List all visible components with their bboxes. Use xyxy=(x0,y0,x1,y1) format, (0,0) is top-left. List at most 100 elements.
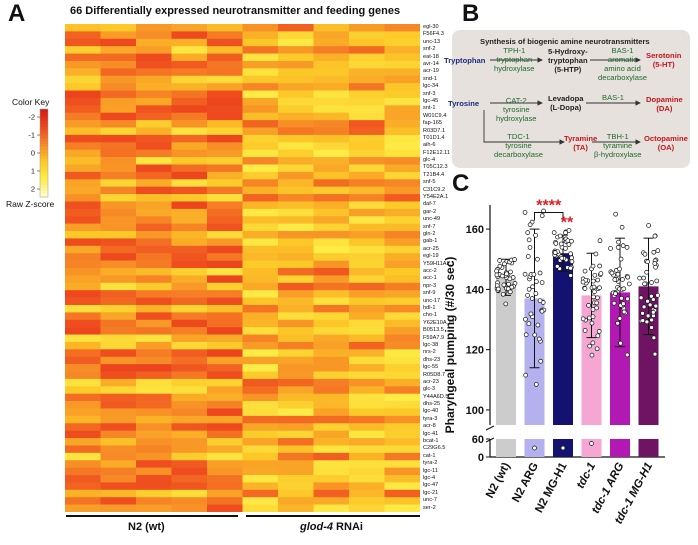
heatmap-cell xyxy=(136,341,172,350)
heatmap-cell xyxy=(313,216,350,224)
heatmap-cell xyxy=(349,482,385,491)
heatmap-cell xyxy=(207,268,243,276)
heatmap-cell xyxy=(349,120,385,128)
heatmap-cell xyxy=(349,445,385,454)
heatmap-cell xyxy=(65,97,101,106)
data-point xyxy=(565,238,571,244)
data-point xyxy=(569,259,575,265)
data-point xyxy=(647,302,653,308)
heatmap-cell xyxy=(242,475,279,483)
heatmap-cell xyxy=(349,216,385,224)
heatmap-cell xyxy=(207,105,243,114)
heatmap-cell xyxy=(242,245,279,254)
heatmap-cell xyxy=(384,53,420,62)
heatmap-cell xyxy=(136,489,172,498)
data-point xyxy=(592,289,597,295)
heatmap-cell xyxy=(313,46,350,54)
heatmap-cell xyxy=(65,304,101,313)
group-line-n2 xyxy=(66,515,238,517)
heatmap-cell xyxy=(65,452,101,461)
data-point xyxy=(641,304,647,310)
heatmap-cell xyxy=(65,423,101,431)
data-point xyxy=(620,243,626,248)
heatmap-cell xyxy=(384,415,420,424)
gene-label: snf-9 xyxy=(423,290,436,297)
heatmap-cell xyxy=(136,430,172,439)
gene-label: snf-2 xyxy=(423,46,436,53)
heatmap-cell xyxy=(207,438,243,446)
node-octopamine: Octopamine (OA) xyxy=(644,134,688,152)
data-point xyxy=(527,245,533,250)
data-point xyxy=(645,313,651,319)
heatmap-cell xyxy=(207,216,243,224)
data-point xyxy=(613,211,618,217)
color-key: -2 -1 0 1 2 xyxy=(28,108,49,198)
pathway-arrows xyxy=(483,57,641,145)
data-point xyxy=(645,298,650,304)
heatmap-cell xyxy=(313,460,350,468)
heatmap-cell xyxy=(171,378,208,387)
heatmap-cell xyxy=(136,53,172,62)
data-point xyxy=(554,264,560,269)
heatmap-cell xyxy=(278,489,314,498)
heatmap-cell xyxy=(242,327,279,335)
heatmap-cell xyxy=(278,482,314,491)
data-point xyxy=(582,268,588,274)
heatmap-cell xyxy=(171,134,208,143)
heatmap-cell xyxy=(65,171,101,180)
data-point xyxy=(637,275,642,281)
gene-label: egl-30 xyxy=(423,24,439,30)
heatmap-cell xyxy=(384,238,420,247)
heatmap-cell xyxy=(65,356,101,365)
heatmap-cell xyxy=(65,282,101,291)
data-point xyxy=(532,332,538,338)
heatmap-cell xyxy=(349,275,385,284)
data-point xyxy=(537,298,543,304)
gene-label: snf-7 xyxy=(423,223,436,230)
heatmap-cell xyxy=(207,164,243,173)
heatmap-cell xyxy=(384,60,420,69)
heatmap-cell xyxy=(207,475,243,483)
heatmap-cell xyxy=(242,179,279,187)
data-point xyxy=(652,261,658,266)
gene-label: npr-3 xyxy=(423,282,437,289)
heatmap-cell xyxy=(100,504,137,512)
gene-label: eat-18 xyxy=(423,53,439,60)
data-point xyxy=(566,242,572,247)
pumping-bar-chart: Pharyngeal pumping (#/30 sec) 100 120 140 16… xyxy=(443,198,665,526)
heatmap-cell xyxy=(349,31,385,40)
heatmap-cell xyxy=(313,157,350,165)
heatmap-cell xyxy=(136,120,172,128)
heatmap-cell xyxy=(384,334,420,343)
gene-label: acr-25 xyxy=(423,245,439,252)
data-point xyxy=(512,257,517,262)
heatmap-cell xyxy=(65,415,101,424)
heatmap-cell xyxy=(242,275,279,284)
heatmap-cell xyxy=(349,90,385,99)
heatmap-cell xyxy=(65,127,101,136)
enzyme-cat2: CAT-2 tyrosine hydroxylase xyxy=(496,96,537,123)
heatmap-cell xyxy=(349,134,385,143)
heatmap-cell xyxy=(65,445,101,454)
heatmap-cell xyxy=(384,386,420,394)
heatmap-cell xyxy=(278,371,314,380)
gene-label: hdl-1 xyxy=(423,304,436,311)
heatmap-cell xyxy=(349,334,385,343)
data-point xyxy=(522,210,528,215)
gene-label: F12E12.11 xyxy=(423,149,450,156)
data-point xyxy=(568,251,573,257)
heatmap-cell xyxy=(278,120,314,128)
heatmap-cell xyxy=(278,31,314,40)
heatmap-cell xyxy=(65,275,101,284)
heatmap-cell xyxy=(384,216,420,224)
heatmap-cell xyxy=(384,68,420,77)
data-point xyxy=(509,284,515,290)
heatmap-cell xyxy=(242,75,279,84)
data-point xyxy=(529,296,535,301)
heatmap-cell xyxy=(242,319,279,328)
heatmap-cell xyxy=(171,430,208,439)
data-point xyxy=(539,308,545,314)
heatmap-cell xyxy=(65,238,101,247)
heatmap-cell xyxy=(278,90,314,99)
node-tyrosine: Tyrosine xyxy=(448,99,480,108)
